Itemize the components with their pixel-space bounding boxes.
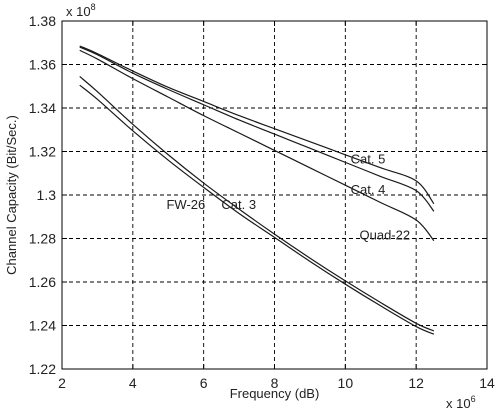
series-lines (79, 45, 435, 335)
y-tick-label: 1.36 (29, 57, 56, 73)
x-axis-multiplier: x 106 (446, 394, 476, 411)
series-label-cat-5: Cat. 5 (351, 151, 386, 166)
y-tick-label: 1.38 (29, 13, 56, 29)
x-tick-label: 14 (479, 375, 495, 391)
series-label-cat-3: Cat. 3 (221, 197, 256, 212)
y-tick-label: 1.34 (29, 100, 56, 116)
grid (62, 21, 487, 369)
series-line-cat-3 (79, 84, 435, 335)
series-line-fw-26 (79, 76, 435, 332)
y-tick-label: 1.22 (29, 361, 56, 377)
series-line-quad-22 (79, 49, 435, 242)
y-axis-label: Channel Capacity (Bit/Sec.) (4, 115, 19, 275)
x-tick-label: 2 (58, 375, 66, 391)
y-tick-label: 1.24 (29, 318, 56, 334)
x-tick-label: 10 (338, 375, 354, 391)
series-label-quad-22: Quad-22 (360, 228, 411, 243)
x-tick-label: 4 (129, 375, 137, 391)
y-tick-label: 1.28 (29, 231, 56, 247)
series-labels: Cat. 5 Cat. 4 Quad-22 FW-26 Cat. 3 (166, 151, 410, 242)
series-line-cat-5 (79, 45, 435, 205)
axis-ticks: 2 4 6 8 10 12 14 1.22 1.24 1.26 1.28 1.3 1.32 1.34 1.3… (29, 13, 495, 391)
x-tick-label: 8 (271, 375, 279, 391)
x-axis-label: Frequency (dB) (230, 386, 320, 401)
y-tick-label: 1.32 (29, 144, 56, 160)
x-tick-label: 12 (408, 375, 424, 391)
series-label-fw-26: FW-26 (166, 197, 205, 212)
y-tick-label: 1.3 (37, 187, 57, 203)
y-axis-multiplier: x 108 (66, 2, 96, 19)
series-label-cat-4: Cat. 4 (351, 182, 386, 197)
x-tick-label: 6 (200, 375, 208, 391)
y-tick-label: 1.26 (29, 274, 56, 290)
series-line-cat-4 (79, 46, 435, 212)
